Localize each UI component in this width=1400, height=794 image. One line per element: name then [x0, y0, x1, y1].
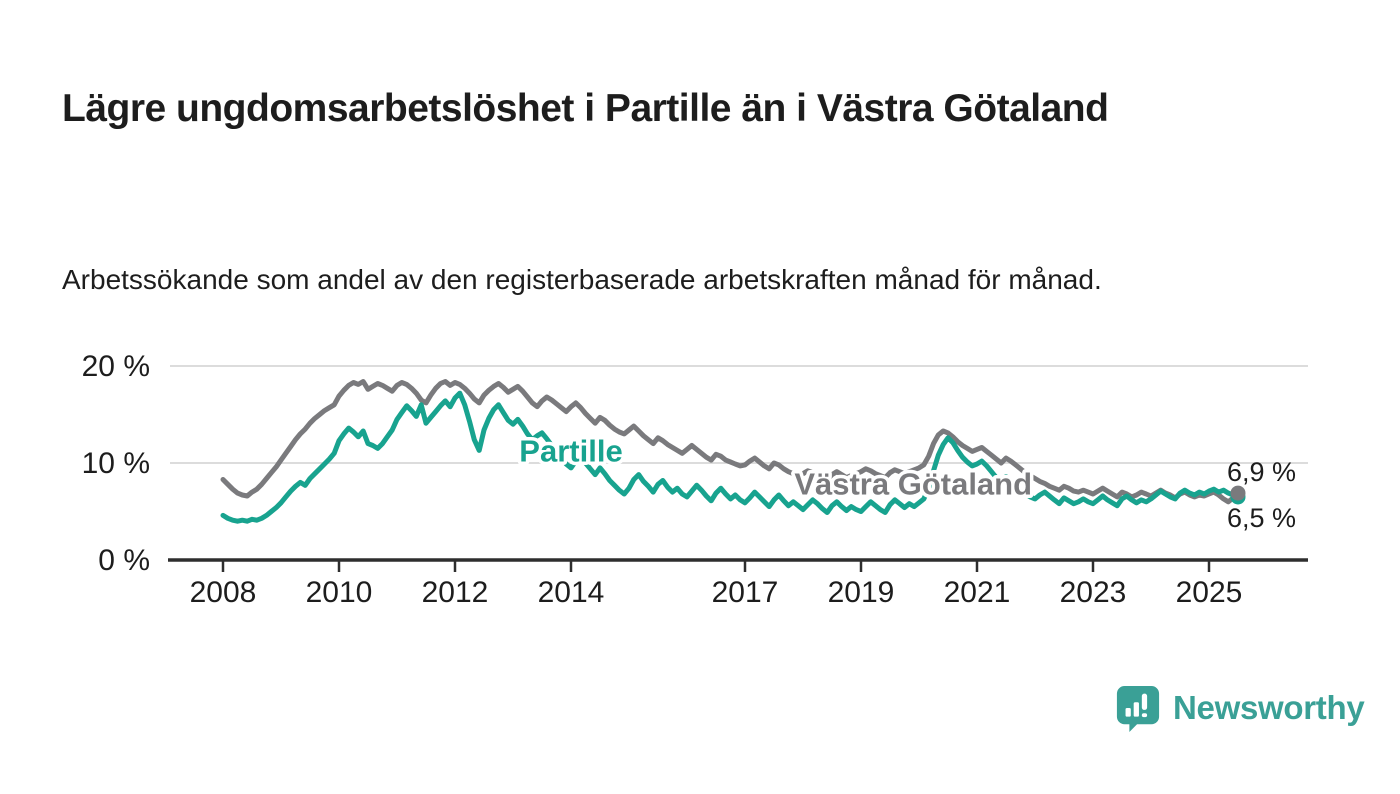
- series-label-partille: Partille: [519, 433, 622, 468]
- series-label-v-stra-g-taland: Västra Götaland: [794, 466, 1032, 501]
- page-title: Lägre ungdomsarbetslöshet i Partille än …: [62, 87, 1109, 131]
- x-axis-tick-label: 2021: [944, 576, 1011, 609]
- brand-name: Newsworthy: [1173, 689, 1365, 726]
- x-axis-tick-label: 2019: [828, 576, 895, 609]
- x-axis-tick-label: 2008: [190, 576, 257, 609]
- page-subtitle: Arbetssökande som andel av den registerb…: [62, 264, 1102, 295]
- y-axis-tick-label: 0 %: [98, 544, 150, 577]
- series-end-dot-v-stra-g-taland: [1230, 485, 1246, 501]
- series-line-v-stra-g-taland: [220, 379, 1241, 505]
- x-axis-tick-label: 2012: [422, 576, 489, 609]
- newsworthy-logo: Newsworthy: [1115, 684, 1365, 732]
- y-axis-tick-label: 20 %: [82, 350, 150, 383]
- end-value-label: 6,9 %: [1227, 457, 1296, 487]
- newsworthy-pin-bar-chart-icon: [1115, 684, 1161, 732]
- y-axis-tick-label: 10 %: [82, 447, 150, 480]
- end-value-label: 6,5 %: [1227, 503, 1296, 533]
- x-axis-tick-label: 2017: [712, 576, 779, 609]
- x-axis-tick-label: 2023: [1060, 576, 1127, 609]
- series-line-partille: [220, 390, 1241, 524]
- x-axis-tick-label: 2010: [306, 576, 373, 609]
- x-axis-tick-label: 2025: [1176, 576, 1243, 609]
- x-axis-tick-label: 2014: [538, 576, 605, 609]
